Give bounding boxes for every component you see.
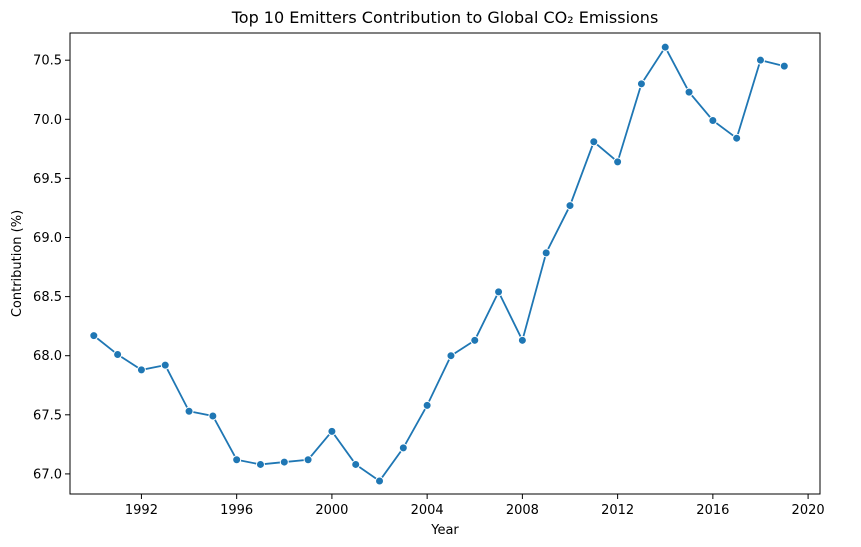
series-co2-contribution (89, 42, 789, 486)
data-point (732, 133, 742, 143)
x-tick-label: 2020 (792, 503, 825, 518)
x-tick-label: 2008 (506, 503, 539, 518)
data-point (232, 455, 242, 465)
x-tick-label: 2004 (411, 503, 444, 518)
data-point (684, 87, 694, 97)
data-point (184, 406, 194, 416)
data-point (398, 443, 408, 453)
data-point (589, 137, 599, 147)
data-point (565, 201, 575, 211)
y-axis-label: Contribution (%) (10, 210, 25, 317)
data-point (255, 459, 265, 469)
data-point (89, 331, 99, 341)
data-point (541, 248, 551, 258)
data-point (755, 55, 765, 65)
x-tick-label: 2012 (601, 503, 634, 518)
x-axis-label: Year (430, 523, 459, 538)
data-point (160, 360, 170, 370)
y-tick-label: 70.0 (33, 113, 62, 128)
x-tick-label: 2016 (696, 503, 729, 518)
x-tick-label: 1992 (125, 503, 158, 518)
data-point (113, 350, 123, 360)
series-line (93, 45, 785, 483)
data-point (136, 365, 146, 375)
data-point (636, 79, 646, 89)
data-point (375, 476, 385, 486)
data-point (208, 411, 218, 421)
x-tick-label: 2000 (315, 503, 348, 518)
data-point (517, 335, 527, 345)
x-tick-label: 1996 (220, 503, 253, 518)
data-point (494, 287, 504, 297)
x-axis: 1992 1996 2000 2004 2008 2012 2016 2020 (125, 494, 825, 518)
y-tick-label: 69.5 (33, 172, 62, 187)
plot-area-frame (69, 32, 821, 495)
data-point (613, 157, 623, 167)
y-tick-label: 67.0 (33, 467, 62, 482)
data-point (279, 457, 289, 467)
data-point (446, 351, 456, 361)
y-tick-label: 70.5 (33, 54, 62, 69)
data-point (779, 61, 789, 71)
data-point (470, 335, 480, 345)
y-tick-label: 68.5 (33, 290, 62, 305)
data-point (303, 455, 313, 465)
chart-title: Top 10 Emitters Contribution to Global C… (231, 8, 659, 27)
y-axis: 67.0 67.5 68.0 68.5 69.0 69.5 70.0 70.5 (33, 54, 70, 482)
data-point (422, 400, 432, 410)
data-point (327, 426, 337, 436)
data-point (660, 42, 670, 52)
y-tick-label: 68.0 (33, 349, 62, 364)
y-tick-label: 67.5 (33, 408, 62, 423)
data-point (708, 115, 718, 125)
y-tick-label: 69.0 (33, 231, 62, 246)
data-point (351, 459, 361, 469)
